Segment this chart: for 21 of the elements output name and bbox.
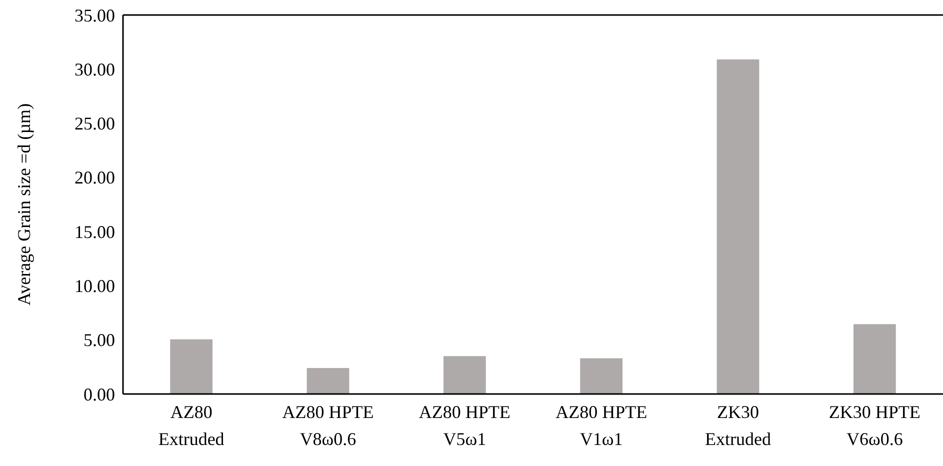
bar xyxy=(443,356,486,394)
bar xyxy=(580,358,623,394)
y-tick-label: 30.00 xyxy=(74,59,115,80)
bar xyxy=(170,339,213,394)
x-tick-label: ZK30 HPTE V6ω0.6 xyxy=(828,402,920,449)
y-tick-label: 0.00 xyxy=(84,384,115,404)
y-tick-label: 15.00 xyxy=(74,222,115,242)
x-tick-label: AZ80 Extruded xyxy=(158,402,224,449)
bar xyxy=(306,368,350,394)
x-tick-label: AZ80 HPTE V5ω1 xyxy=(418,402,510,449)
y-axis-title: Average Grain size =d (µm) xyxy=(14,103,34,306)
y-tick-label: 35.00 xyxy=(74,5,115,26)
y-tick-label: 5.00 xyxy=(84,330,115,350)
x-tick-label: AZ80 HPTE V1ω1 xyxy=(556,402,648,449)
bar xyxy=(716,59,760,394)
x-tick-label: AZ80 HPTE V8ω0.6 xyxy=(282,402,374,449)
y-tick-label: 20.00 xyxy=(74,168,115,188)
y-tick-label: 10.00 xyxy=(74,276,115,296)
y-tick-label: 25.00 xyxy=(74,114,115,134)
bar xyxy=(853,324,896,394)
x-tick-label: ZK30 Extruded xyxy=(705,402,771,449)
